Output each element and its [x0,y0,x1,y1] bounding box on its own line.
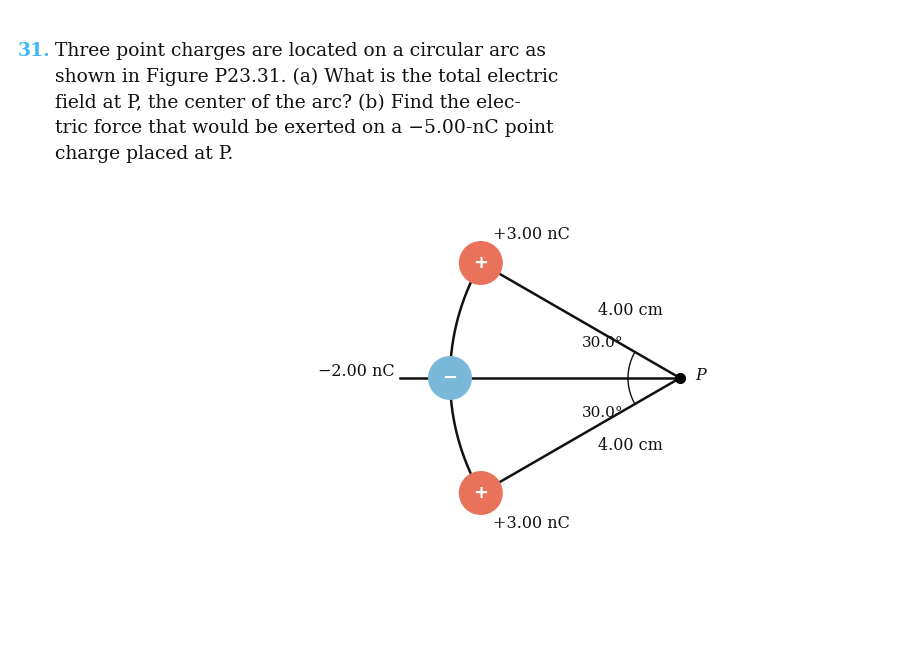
Text: 30.0°: 30.0° [581,336,623,350]
Text: −2.00 nC: −2.00 nC [318,363,394,380]
Circle shape [458,241,502,285]
Circle shape [458,471,502,515]
Text: 31.: 31. [18,42,51,60]
Circle shape [427,356,472,400]
Text: Three point charges are located on a circular arc as
shown in Figure P23.31. (a): Three point charges are located on a cir… [55,42,558,163]
Text: +: + [473,484,487,502]
Text: +3.00 nC: +3.00 nC [492,226,569,243]
Text: 30.0°: 30.0° [581,406,623,420]
Text: P: P [694,367,705,385]
Text: 4.00 cm: 4.00 cm [598,437,662,454]
Text: 4.00 cm: 4.00 cm [598,302,662,319]
Text: −: − [442,369,457,387]
Text: +: + [473,254,487,272]
Text: +3.00 nC: +3.00 nC [492,515,569,532]
